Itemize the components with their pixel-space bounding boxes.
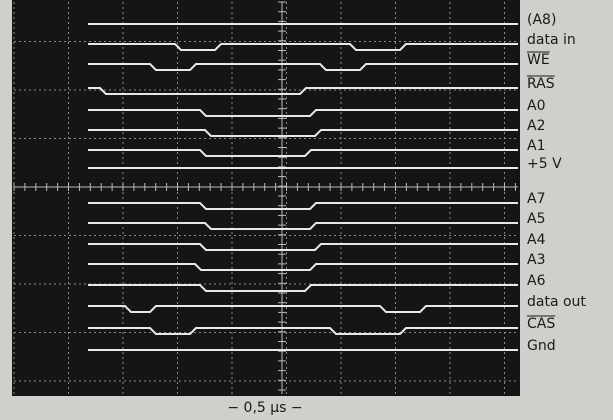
trace <box>88 305 518 313</box>
trace <box>88 149 518 157</box>
signal-label: +5 V <box>527 156 562 172</box>
signal-label: A5 <box>527 211 545 227</box>
signal-label: A6 <box>527 273 546 289</box>
signal-label: A2 <box>527 118 545 134</box>
signal-label: data in <box>527 32 576 48</box>
signal-label: CAS <box>527 316 555 332</box>
timebase-label: − 0,5 µs − <box>227 400 302 416</box>
trace <box>88 284 518 292</box>
trace <box>88 63 518 71</box>
signal-label: RAS <box>527 76 555 92</box>
traces <box>88 23 518 351</box>
signal-label: (A8) <box>527 12 556 28</box>
trace <box>88 222 518 230</box>
scope-screen <box>12 0 520 396</box>
trace <box>88 263 518 271</box>
trace <box>88 87 518 95</box>
signal-labels: (A8) data in WE RAS A0 A2 A1 +5 V A7 A5 A4 A3 A6 data… <box>527 12 586 354</box>
signal-label: A1 <box>527 138 545 154</box>
trace <box>88 129 518 137</box>
signal-label: data out <box>527 294 586 310</box>
signal-label: WE <box>527 52 550 68</box>
signal-label: A4 <box>527 232 546 248</box>
signal-label: A0 <box>527 98 545 114</box>
trace <box>88 109 518 117</box>
signal-label: A3 <box>527 252 545 268</box>
trace <box>88 327 518 335</box>
trace <box>88 43 518 51</box>
trace <box>88 202 518 210</box>
trace <box>88 243 518 251</box>
signal-label: Gnd <box>527 338 556 354</box>
signal-label: A7 <box>527 191 545 207</box>
